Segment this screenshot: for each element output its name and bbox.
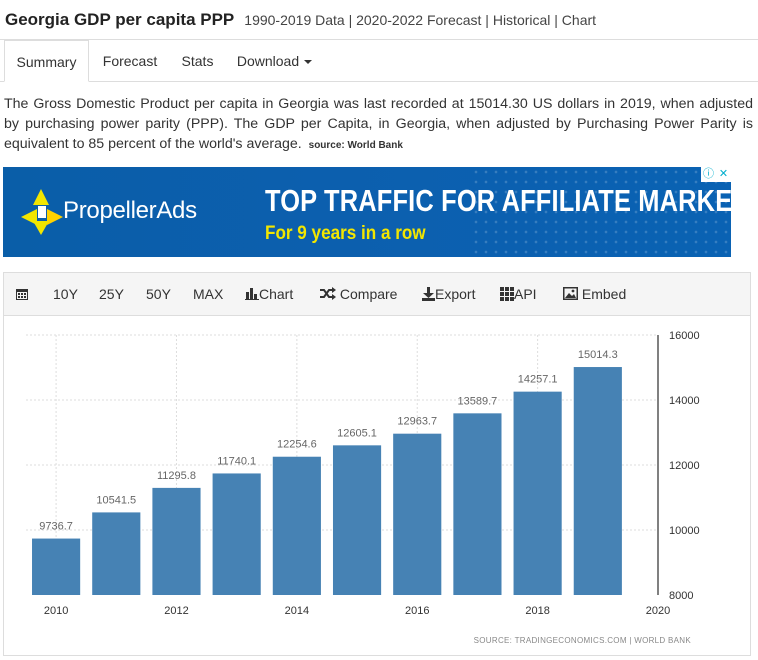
api-button-label: API [514, 286, 537, 302]
compare-button[interactable]: Compare [319, 273, 397, 316]
description-text: The Gross Domestic Product per capita in… [4, 96, 753, 152]
y-tick-label: 14000 [669, 395, 700, 407]
y-tick-label: 10000 [669, 525, 700, 537]
description: The Gross Domestic Product per capita in… [4, 94, 753, 156]
embed-button-label: Embed [581, 286, 627, 302]
x-tick-label: 2018 [525, 605, 549, 617]
data-label: 14257.1 [518, 374, 558, 386]
page-title: Georgia GDP per capita PPP [5, 9, 235, 29]
data-label: 11295.8 [157, 470, 196, 482]
data-label: 13589.7 [458, 395, 498, 407]
range-max-button[interactable]: MAX [193, 286, 224, 302]
range-50y-button[interactable]: 50Y [146, 286, 171, 302]
range-10y-button[interactable]: 10Y [53, 286, 78, 302]
bar [272, 456, 321, 595]
ad-brand: PropellerAds [63, 197, 197, 224]
bar [332, 445, 382, 595]
tab-summary[interactable]: Summary [4, 40, 89, 82]
y-tick-label: 16000 [669, 330, 700, 342]
bar [393, 433, 442, 595]
x-tick-label: 2014 [285, 605, 309, 617]
tab-forecast[interactable]: Forecast [91, 40, 169, 82]
y-tick-label: 12000 [669, 460, 700, 472]
info-icon[interactable]: ⓘ [703, 168, 714, 180]
bar [92, 512, 141, 595]
chart-button-label: Chart [259, 286, 294, 302]
tab-download-label: Download [236, 53, 300, 69]
tab-stats[interactable]: Stats [170, 40, 225, 82]
ad-subline: For 9 years in a row [265, 223, 426, 244]
bar [573, 367, 622, 595]
data-label: 12963.7 [397, 416, 437, 428]
range-25y-button[interactable]: 25Y [99, 286, 124, 302]
chart-source: SOURCE: TRADINGECONOMICS.COM | WORLD BAN… [474, 636, 692, 645]
bar [513, 391, 562, 595]
image-icon [563, 287, 578, 301]
chart-button[interactable]: Chart [245, 273, 293, 316]
embed-button[interactable]: Embed [563, 273, 626, 316]
x-tick-label: 2016 [405, 605, 429, 617]
download-icon [422, 286, 435, 301]
data-label: 10541.5 [96, 494, 136, 506]
bar-chart-icon [245, 288, 259, 301]
bar [453, 413, 502, 595]
data-label: 9736.7 [39, 521, 73, 533]
shuffle-icon [320, 287, 336, 301]
chart-container: 9736.7 10541.5 11295.8 11740.1 12254.6 12605.… [3, 315, 751, 656]
data-label: 11740.1 [217, 455, 256, 467]
tab-summary-label: Summary [16, 54, 77, 70]
page-subtitle: 1990-2019 Data | 2020-2022 Forecast | Hi… [244, 11, 597, 28]
bar [212, 473, 261, 595]
api-button[interactable]: API [500, 273, 537, 316]
calendar-icon[interactable] [15, 273, 29, 316]
ad-controls: ⓘ ✕ [701, 167, 731, 182]
propellerads-logo-icon [21, 189, 63, 235]
export-button-label: Export [435, 286, 476, 302]
y-tick-label: 8000 [669, 590, 693, 602]
bar [32, 538, 81, 595]
data-label: 12605.1 [337, 427, 377, 439]
tab-download[interactable]: Download [227, 40, 322, 82]
export-button[interactable]: Export [422, 273, 475, 316]
ad-headline: TOP TRAFFIC FOR AFFILIATE MARKETING [265, 183, 731, 218]
chart-toolbar: 10Y 25Y 50Y MAX Chart Compare Export API… [3, 272, 751, 315]
tab-bar: Summary Forecast Stats Download [0, 40, 758, 82]
x-tick-label: 2010 [44, 605, 68, 617]
x-tick-label: 2012 [164, 605, 188, 617]
bar [152, 487, 201, 595]
gdp-bar-chart: 9736.7 10541.5 11295.8 11740.1 12254.6 12605.… [26, 330, 700, 645]
grid-icon [500, 286, 514, 301]
ad-pattern [471, 167, 731, 257]
description-source: source: World Bank [308, 140, 403, 151]
caret-down-icon [304, 60, 313, 65]
data-label: 15014.3 [578, 349, 618, 361]
compare-button-label: Compare [339, 286, 398, 302]
data-label: 12254.6 [277, 439, 317, 451]
tab-stats-label: Stats [181, 53, 214, 69]
ad-banner[interactable]: PropellerAds TOP TRAFFIC FOR AFFILIATE M… [3, 167, 731, 257]
tab-forecast-label: Forecast [102, 53, 158, 69]
page-header: Georgia GDP per capita PPP 1990-2019 Dat… [0, 0, 758, 40]
x-tick-label: 2020 [646, 605, 670, 617]
close-icon[interactable]: ✕ [718, 168, 729, 180]
